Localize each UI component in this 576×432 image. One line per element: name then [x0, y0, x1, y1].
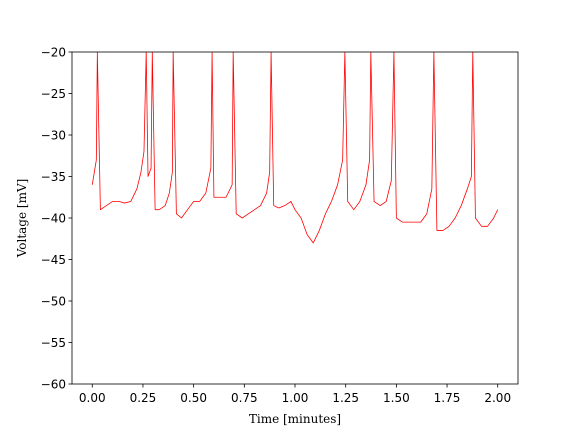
y-tick-label: −20 — [41, 46, 66, 60]
y-tick-label: −30 — [41, 129, 66, 143]
plot-area — [91, 52, 499, 244]
x-tick-label: 1.25 — [332, 391, 359, 405]
y-tick-label: −50 — [41, 295, 66, 309]
y-tick-label: −35 — [41, 170, 66, 184]
x-tick-label: 1.75 — [434, 391, 461, 405]
y-tick-label: −40 — [41, 212, 66, 226]
y-tick-label: −55 — [41, 336, 66, 350]
y-tick-label: −25 — [41, 87, 66, 101]
x-tick-label: 1.00 — [282, 391, 309, 405]
y-tick-label: −60 — [41, 378, 66, 392]
y-axis-label: Voltage [mV] — [15, 179, 29, 259]
voltage-trace — [91, 52, 499, 244]
axes-frame — [71, 51, 519, 385]
x-tick-label: 0.25 — [130, 391, 157, 405]
x-tick-label: 0.50 — [180, 391, 207, 405]
x-tick-label: 0.00 — [79, 391, 106, 405]
y-tick-label: −45 — [41, 253, 66, 267]
x-tick-label: 1.50 — [383, 391, 410, 405]
x-axis-label: Time [minutes] — [249, 412, 341, 426]
x-tick-label: 0.75 — [231, 391, 258, 405]
x-tick-label: 2.00 — [484, 391, 511, 405]
